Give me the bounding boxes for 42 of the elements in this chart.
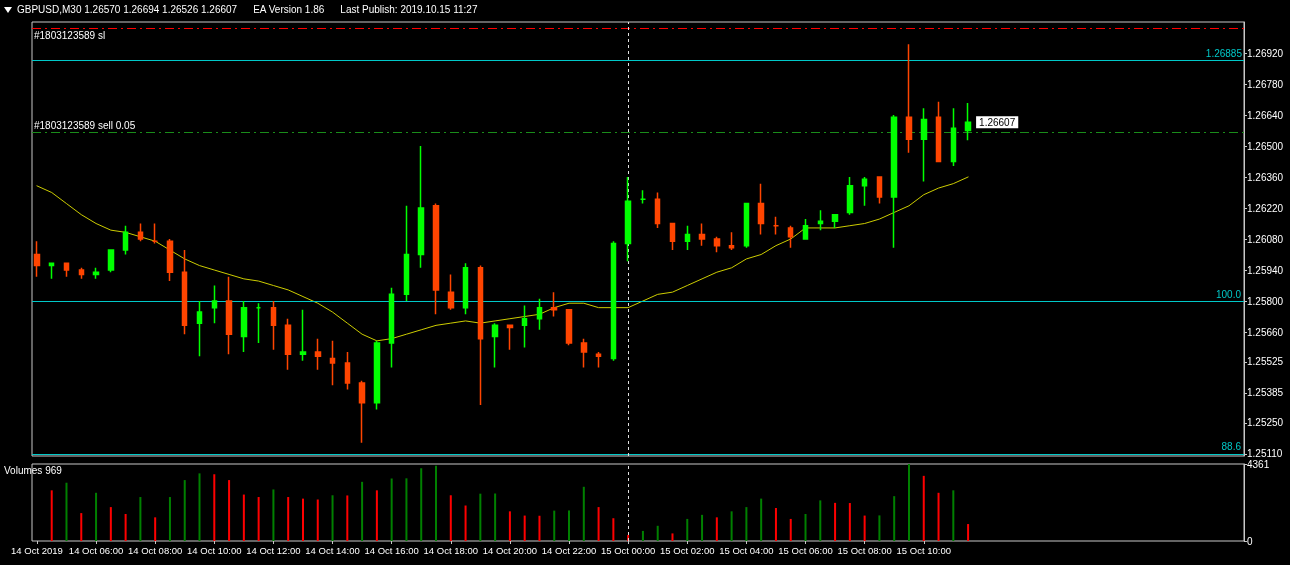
y-tick-label: 1.25385 <box>1247 387 1284 399</box>
x-tick-label: 15 Oct 00:00 <box>600 544 656 556</box>
ref-line-label: 1.26885 <box>1205 48 1243 60</box>
annotation: 88.6 <box>1221 441 1242 453</box>
y-tick-label: 1.26780 <box>1247 78 1284 90</box>
x-tick-label: 15 Oct 06:00 <box>778 544 833 556</box>
text: EA Version 1.86 <box>253 4 325 16</box>
x-tick-label: 15 Oct 04:00 <box>719 544 774 556</box>
y-tick-label: 1.25250 <box>1247 417 1284 429</box>
y-tick-label: 1.26080 <box>1247 233 1284 245</box>
ref-line-label: #1803123589 sl <box>34 30 106 42</box>
x-tick-label: 14 Oct 10:00 <box>187 544 242 556</box>
x-tick-label: 14 Oct 20:00 <box>482 544 538 556</box>
y-tick-label: 1.25660 <box>1247 326 1284 338</box>
y-tick-label: 1.26500 <box>1247 140 1284 152</box>
x-tick-label: 14 Oct 18:00 <box>423 544 478 556</box>
x-tick-label: 14 Oct 08:00 <box>127 544 183 556</box>
x-tick-label: 15 Oct 08:00 <box>837 544 892 556</box>
annotation: 100.0 <box>1215 288 1242 300</box>
x-tick-label: 15 Oct 02:00 <box>660 544 715 556</box>
y-tick-label: 4361 <box>1247 458 1270 470</box>
y-tick-label: 1.25110 <box>1247 448 1283 460</box>
x-tick-label: 15 Oct 10:00 <box>896 544 951 556</box>
annotation: 1.26607 <box>979 116 1016 128</box>
y-tick-label: 1.25940 <box>1247 264 1284 276</box>
y-tick-label: 1.26220 <box>1247 202 1284 214</box>
x-tick-label: 14 Oct 22:00 <box>541 544 597 556</box>
ref-line-label: #1803123589 sell 0.05 <box>34 119 136 131</box>
x-tick-label: 14 Oct 14:00 <box>305 544 360 556</box>
chart-title: GBPUSD,M30 1.26570 1.26694 1.26526 1.26607 <box>17 4 238 16</box>
chart-title: Volumes 969 <box>4 465 62 477</box>
y-tick-label: 1.26360 <box>1247 171 1284 183</box>
y-tick-label: 1.26640 <box>1247 109 1284 121</box>
y-tick-label: 0 <box>1247 535 1253 547</box>
text: Last Publish: 2019.10.15 11:27 <box>340 4 478 16</box>
x-tick-label: 14 Oct 06:00 <box>68 544 124 556</box>
y-tick-label: 1.26920 <box>1247 47 1284 59</box>
x-tick-label: 14 Oct 2019 <box>11 544 63 556</box>
x-tick-label: 14 Oct 12:00 <box>246 544 301 556</box>
x-tick-label: 14 Oct 16:00 <box>364 544 419 556</box>
y-tick-label: 1.25525 <box>1247 356 1284 368</box>
y-tick-label: 1.25800 <box>1247 295 1284 307</box>
